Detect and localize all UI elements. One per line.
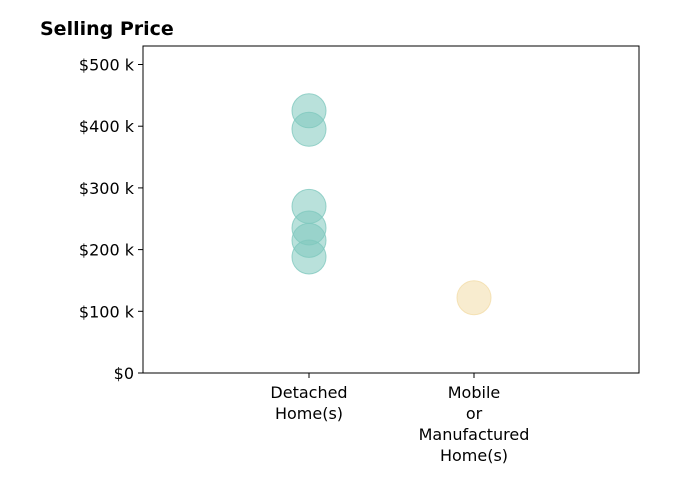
plot-area: [291, 93, 492, 316]
y-axis: $0 $100 k $200 k $300 k $400 k $500 k: [79, 56, 143, 383]
y-tick-label: $300 k: [79, 179, 135, 198]
plot-frame: [142, 45, 640, 374]
x-tick-label-line: or: [466, 404, 483, 423]
x-tick-label-line: Home(s): [440, 446, 508, 465]
x-tick-label-line: Manufactured: [419, 425, 530, 444]
x-tick-label-line: Mobile: [448, 383, 500, 402]
data-point: [456, 280, 492, 316]
y-tick-label: $100 k: [79, 302, 135, 321]
x-tick-label-line: Detached: [270, 383, 347, 402]
x-tick-label: Detached Home(s): [270, 383, 347, 423]
y-tick-label: $200 k: [79, 241, 135, 260]
x-tick-label: Mobile or Manufactured Home(s): [419, 383, 530, 465]
x-tick-label-line: Home(s): [275, 404, 343, 423]
data-point: [291, 239, 327, 275]
chart-title: Selling Price: [40, 18, 174, 40]
x-axis: Detached Home(s) Mobile or Manufactured Home(…: [270, 373, 529, 465]
data-point: [291, 111, 327, 147]
y-tick-label: $500 k: [79, 56, 135, 75]
y-tick-label: $400 k: [79, 117, 135, 136]
y-tick-label: $0: [114, 364, 134, 383]
